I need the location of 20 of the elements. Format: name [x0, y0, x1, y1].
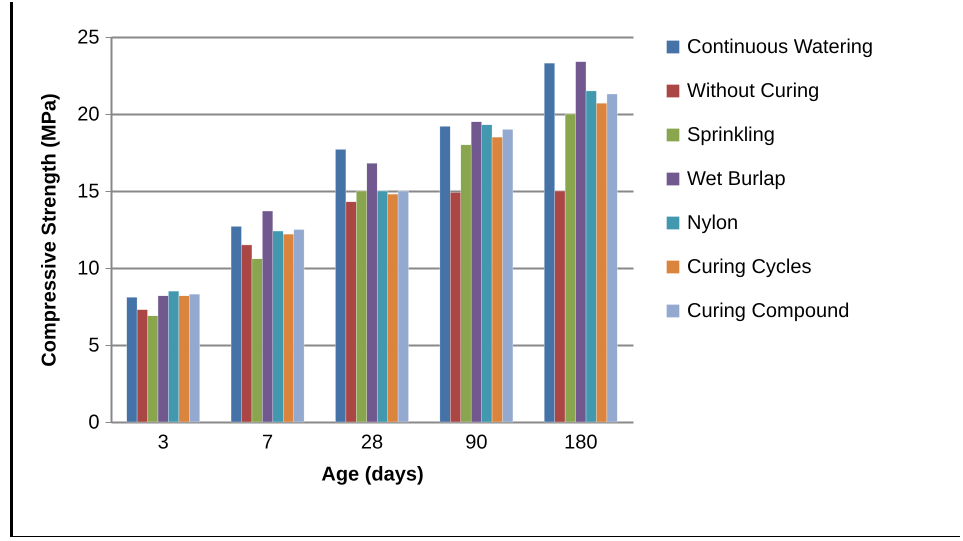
y-tick-label: 0 — [88, 412, 100, 434]
y-tick-label: 5 — [88, 334, 100, 356]
y-tick-label: 10 — [77, 258, 100, 280]
legend-label: Curing Compound — [687, 300, 850, 322]
legend-label: Without Curing — [687, 80, 820, 102]
y-tick-label: 15 — [77, 180, 100, 202]
legend-label: Sprinkling — [687, 124, 775, 146]
x-tick-label: 3 — [158, 432, 169, 454]
x-tick-label: 180 — [564, 432, 598, 454]
y-tick-label: 25 — [77, 26, 100, 48]
x-tick-label: 28 — [360, 432, 384, 454]
x-tick-label: 7 — [262, 432, 274, 454]
y-tick-label: 20 — [77, 104, 100, 126]
x-axis-title: Age (days) — [321, 464, 424, 486]
legend-label: Nylon — [687, 212, 738, 234]
y-axis-title: Compressive Strength (MPa) — [38, 93, 60, 367]
legend-label: Wet Burlap — [687, 168, 786, 190]
legend-label: Curing Cycles — [687, 256, 812, 278]
legend-label: Continuous Watering — [687, 36, 874, 58]
x-tick-label: 90 — [465, 432, 488, 454]
